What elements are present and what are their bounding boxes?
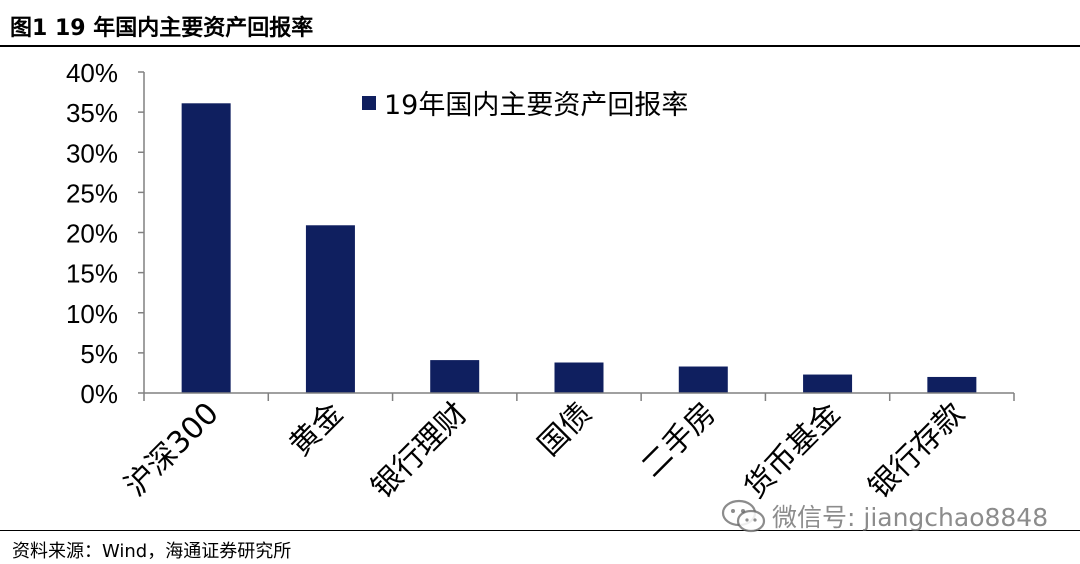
watermark-text: 微信号: jiangchao8848 [772, 503, 1049, 532]
legend-label: 19年国内主要资产回报率 [384, 90, 688, 121]
y-tick-label: 20% [66, 219, 118, 249]
bar [927, 376, 977, 393]
bar [803, 374, 853, 393]
bar [181, 103, 231, 394]
y-tick-label: 30% [66, 138, 118, 168]
x-tick-label: 银行理财 [365, 396, 475, 506]
y-axis: 0% 5% 10% 15% 20% 25% 30% 35% 40% [66, 58, 145, 409]
y-tick-label: 5% [80, 339, 118, 369]
bar [678, 366, 728, 393]
source-note: 资料来源：Wind，海通证券研究所 [12, 541, 292, 562]
figure-title: 图1 19 年国内主要资产回报率 [10, 16, 314, 41]
y-tick-label: 25% [66, 178, 118, 208]
x-tick-label: 货币基金 [738, 396, 848, 506]
y-tick-label: 10% [66, 299, 118, 329]
y-tick-label: 40% [66, 58, 118, 88]
x-tick-label: 沪深300 [118, 396, 226, 504]
header-divider [0, 45, 1080, 47]
wechat-icon [721, 499, 766, 533]
bar-chart: 0% 5% 10% 15% 20% 25% 30% 35% 40% 沪深300 黄金 银行理财 国债二… [66, 58, 1015, 506]
watermark: 微信号: jiangchao8848 [720, 498, 1048, 534]
bar [430, 360, 480, 393]
figure-header: 图1 19 年国内主要资产回报率 [0, 0, 1080, 47]
y-tick-label: 15% [66, 259, 118, 289]
x-tick-label: 二手房 [635, 396, 723, 484]
y-tick-label: 35% [66, 98, 118, 128]
bar [305, 225, 355, 393]
x-tick-label: 银行存款 [862, 396, 972, 506]
y-tick-label: 0% [80, 379, 118, 409]
bars [181, 103, 977, 394]
bar [554, 362, 604, 393]
x-axis: 沪深300 黄金 银行理财 国债 二手房 货币基金 银行存款 [118, 392, 1015, 506]
x-tick-label: 国债 [531, 396, 598, 463]
legend-swatch [362, 96, 376, 110]
x-tick-label: 黄金 [283, 396, 350, 463]
footer-divider [0, 530, 1080, 531]
legend: 19年国内主要资产回报率 [362, 90, 688, 121]
